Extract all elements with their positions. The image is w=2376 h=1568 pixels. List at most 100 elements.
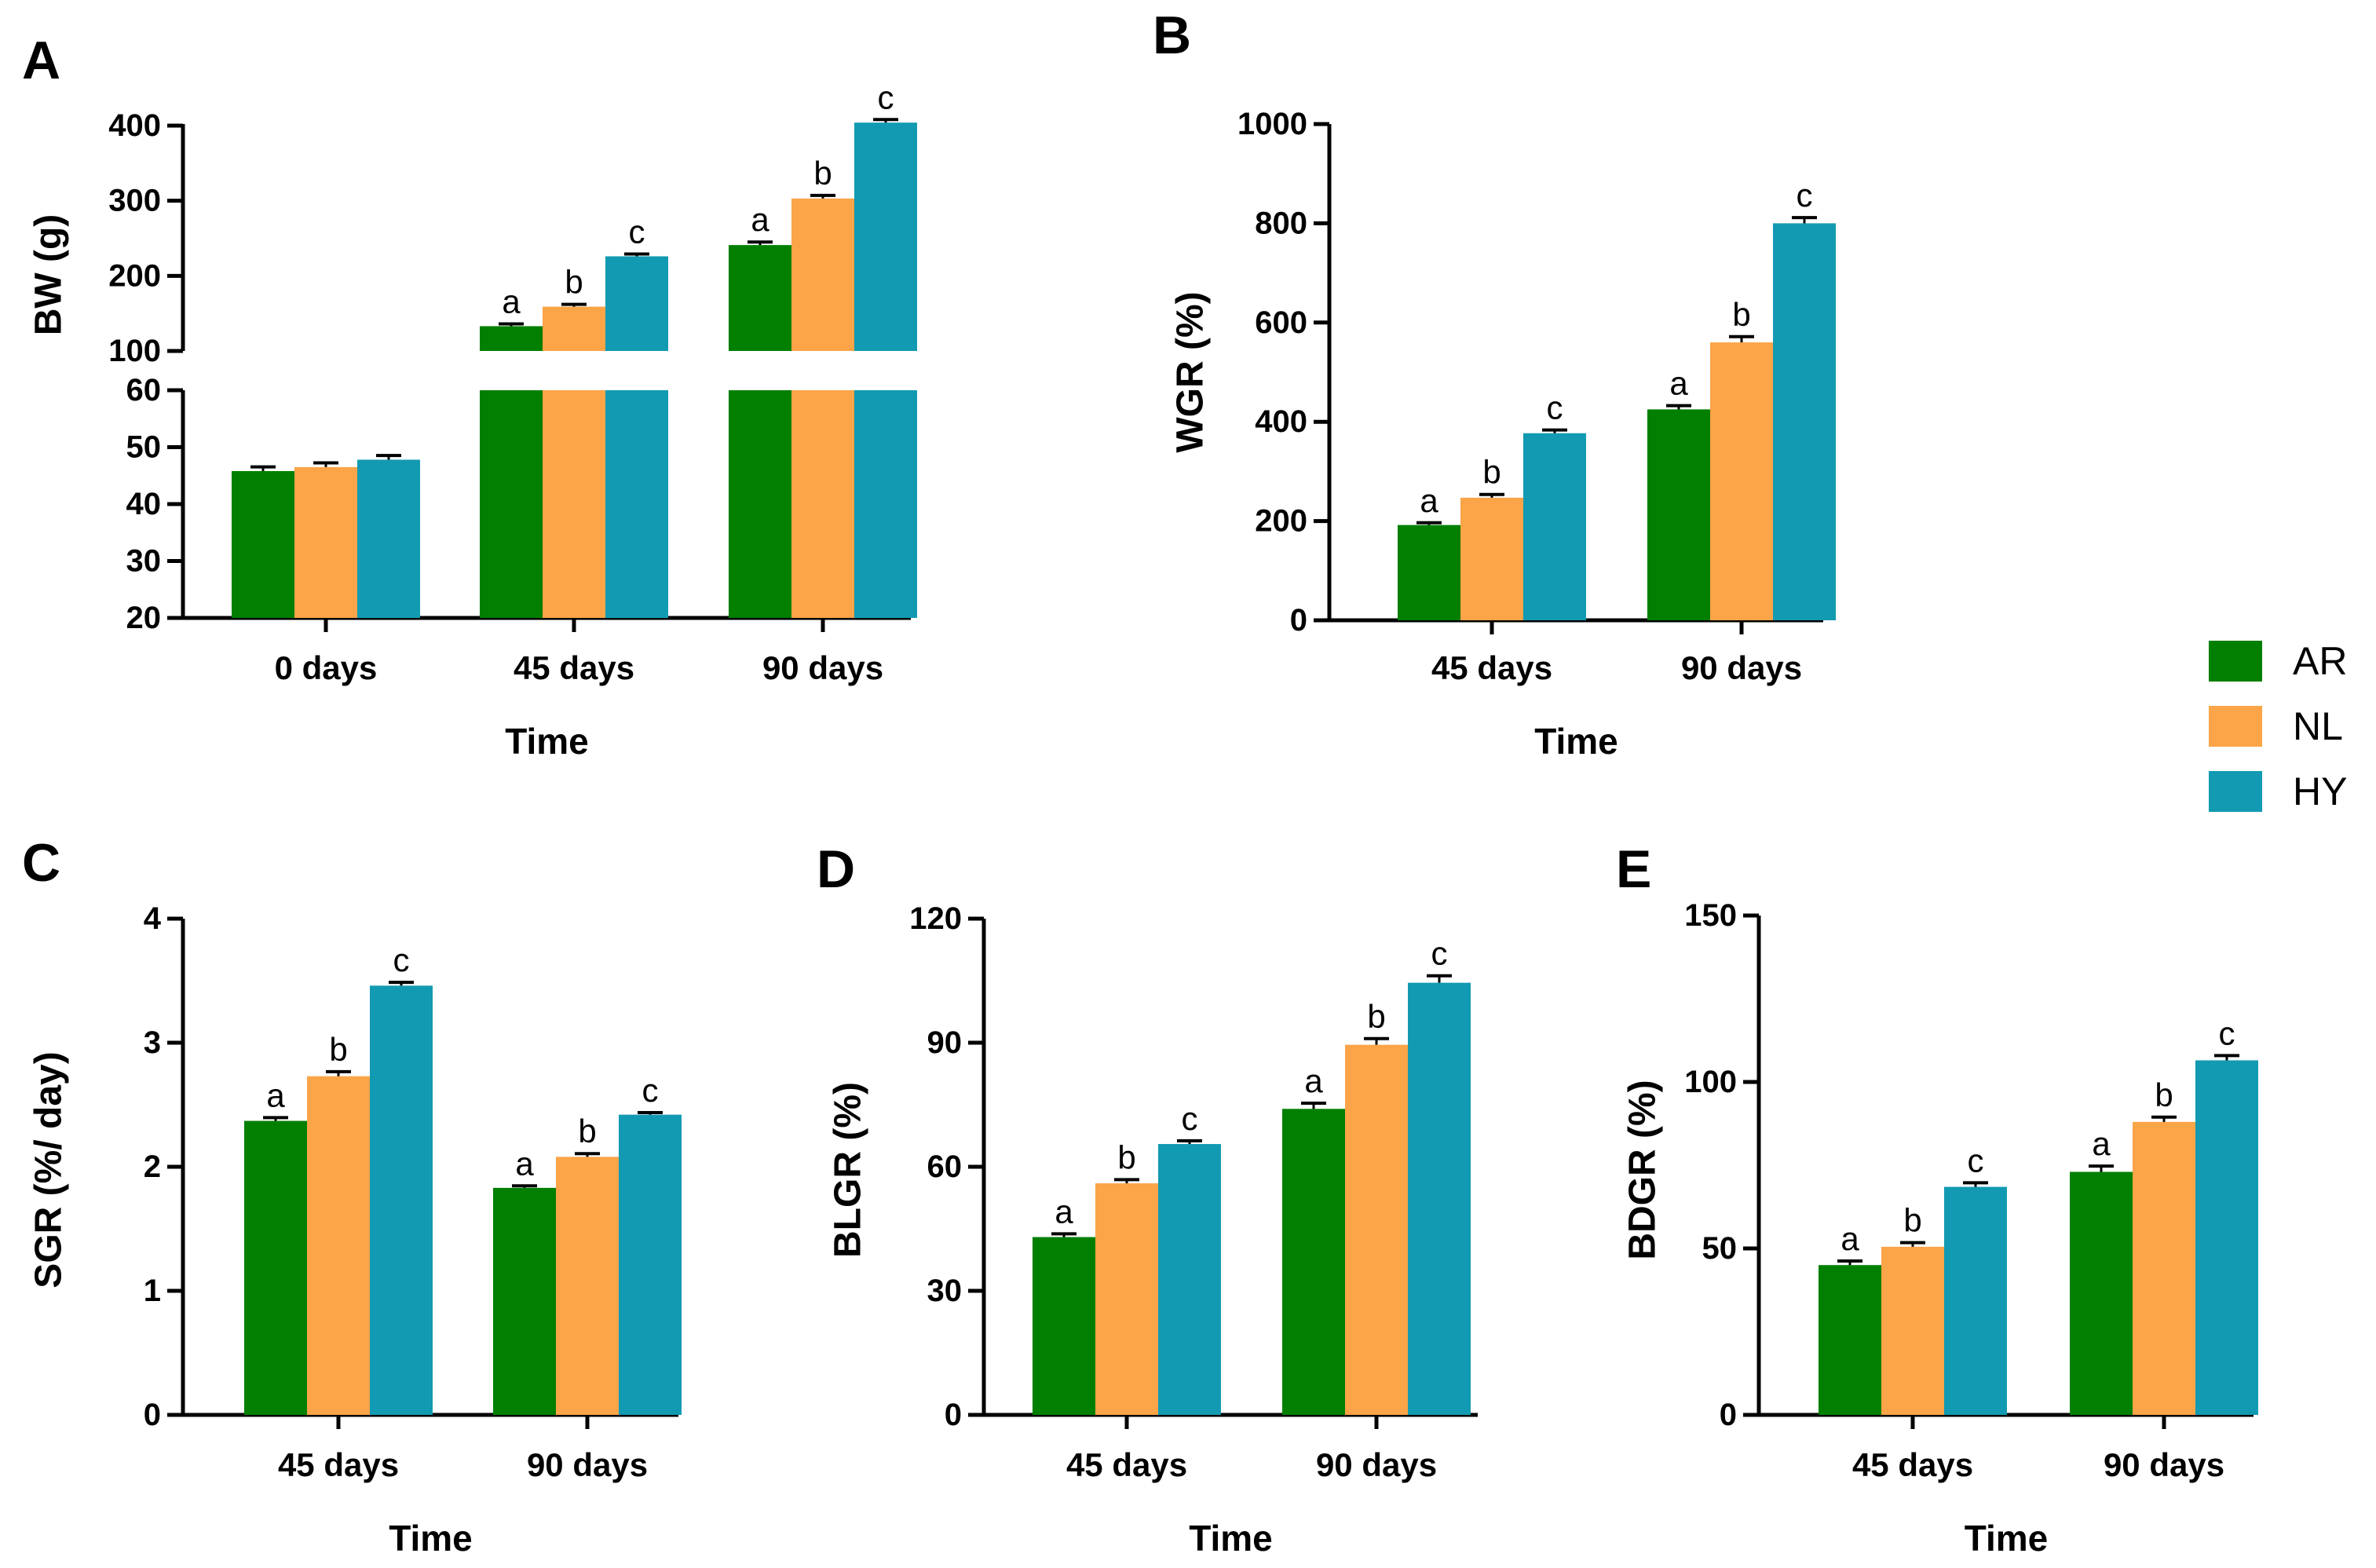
significance-letter: c [629, 214, 645, 250]
x-tick-label: 45 days [1431, 649, 1552, 686]
bar-hy [370, 985, 433, 1415]
y-tick-label: 0 [144, 1398, 161, 1432]
x-tick-label: 90 days [527, 1446, 648, 1483]
y-tick-label: 800 [1255, 206, 1307, 240]
bar-ar [1033, 1237, 1095, 1415]
bar-ar [232, 470, 294, 618]
bar-ar-lower [480, 390, 543, 618]
y-tick-label: 100 [1684, 1065, 1737, 1099]
bar-nl [1345, 1044, 1408, 1415]
panel-b: B WGR (%) Time 0 200 400 600 800 1000 45 days 90 d… [1153, 5, 1836, 762]
significance-letter: c [1182, 1100, 1198, 1137]
panel-d: D BLGR (%) Time 0 30 60 90 120 45 days 90 days a a b… [817, 839, 1478, 1559]
bar-hy [619, 1114, 682, 1415]
y-tick-label: 30 [126, 544, 162, 579]
y-tick-label: 0 [1290, 603, 1307, 638]
y-axis-label: BW (g) [28, 214, 70, 336]
significance-letter: b [578, 1113, 596, 1150]
significance-letter: b [813, 155, 832, 192]
legend-swatch-nl [2209, 706, 2262, 747]
y-tick-label: 4 [144, 901, 162, 936]
significance-letter: b [1367, 998, 1385, 1035]
y-tick-label: 30 [927, 1274, 963, 1308]
significance-letter: b [1732, 296, 1750, 333]
bar-ar [480, 326, 543, 351]
bar-hy [1773, 223, 1836, 620]
bar-hy [1408, 982, 1471, 1415]
bar-ar [493, 1187, 556, 1415]
bar-nl [1095, 1183, 1158, 1415]
y-tick-label: 60 [126, 373, 162, 408]
legend: AR NL HY [2209, 639, 2347, 813]
bar-nl [556, 1157, 619, 1415]
y-tick-label: 200 [108, 258, 161, 293]
significance-letter: a [751, 201, 769, 238]
x-tick-label: 45 days [1852, 1446, 1973, 1483]
legend-label: NL [2293, 704, 2343, 748]
y-tick-label: 20 [126, 601, 162, 635]
significance-letter: a [2092, 1125, 2111, 1162]
bar-ar [2070, 1171, 2133, 1415]
bar-nl [2133, 1121, 2195, 1415]
y-axis-label: WGR (%) [1170, 291, 1212, 452]
significance-letter: c [1431, 935, 1448, 972]
panel-c: C SGR (%/ day) Time 0 1 2 3 4 45 days 90 days a a b b… [22, 833, 682, 1559]
y-tick-label: 50 [126, 430, 162, 465]
panel-letter: A [22, 31, 60, 90]
bar-nl [307, 1076, 370, 1415]
significance-letter: a [266, 1076, 285, 1113]
significance-letter: a [515, 1145, 534, 1182]
legend-swatch-ar [2209, 641, 2262, 682]
panel-letter: E [1616, 839, 1651, 899]
x-axis-label: Time [389, 1518, 473, 1559]
bar-hy-lower [854, 390, 917, 618]
panel-e: E BDGR (%) Time 0 50 100 150 45 days 90 days a a b b… [1616, 839, 2258, 1559]
bar-ar [1819, 1265, 1881, 1415]
significance-letter: b [2155, 1076, 2173, 1113]
significance-letter: a [1420, 482, 1438, 519]
significance-letter: b [1482, 454, 1501, 491]
panel-a: A BW (g) Time 20 30 40 50 60 100 200 300 400 0 days 4… [22, 31, 917, 762]
y-tick-label: 40 [126, 487, 162, 521]
y-axis-label: BLGR (%) [828, 1082, 869, 1258]
significance-letter: b [1903, 1202, 1921, 1239]
y-tick-label: 150 [1684, 898, 1737, 933]
significance-letter: c [1547, 389, 1563, 426]
y-tick-label: 400 [1255, 404, 1307, 439]
y-tick-label: 50 [1702, 1231, 1738, 1266]
significance-letter: a [1304, 1062, 1323, 1099]
x-axis-label: Time [1534, 721, 1618, 762]
significance-letter: c [642, 1072, 659, 1109]
bar-nl [1710, 342, 1773, 620]
bar-hy [605, 256, 668, 351]
bar-nl-lower [791, 390, 854, 618]
bar-ar [1398, 524, 1460, 620]
x-axis-label: Time [1189, 1518, 1273, 1559]
significance-letter: a [1055, 1193, 1073, 1230]
x-axis-label: Time [505, 721, 589, 762]
y-tick-label: 2 [144, 1150, 161, 1184]
y-axis-label: BDGR (%) [1622, 1080, 1664, 1259]
bar-nl [1881, 1246, 1944, 1415]
bar-nl [791, 198, 854, 351]
bar-hy-lower [605, 390, 668, 618]
legend-label: HY [2293, 769, 2347, 813]
significance-letter: a [1669, 365, 1688, 402]
bar-ar [1282, 1109, 1345, 1415]
y-tick-label: 90 [927, 1025, 963, 1060]
legend-swatch-hy [2209, 771, 2262, 812]
bar-hy [854, 122, 917, 351]
bar-nl [1460, 497, 1523, 620]
y-tick-label: 400 [108, 108, 161, 143]
bar-nl-lower [543, 390, 605, 618]
y-tick-label: 200 [1255, 504, 1307, 539]
y-tick-label: 0 [1720, 1398, 1737, 1432]
bar-ar [729, 245, 791, 351]
y-tick-label: 100 [108, 334, 161, 368]
bar-hy [1158, 1144, 1221, 1415]
y-tick-label: 0 [945, 1398, 962, 1432]
significance-letter: c [393, 941, 410, 978]
panel-letter: C [22, 833, 60, 893]
x-tick-label: 0 days [275, 649, 378, 686]
